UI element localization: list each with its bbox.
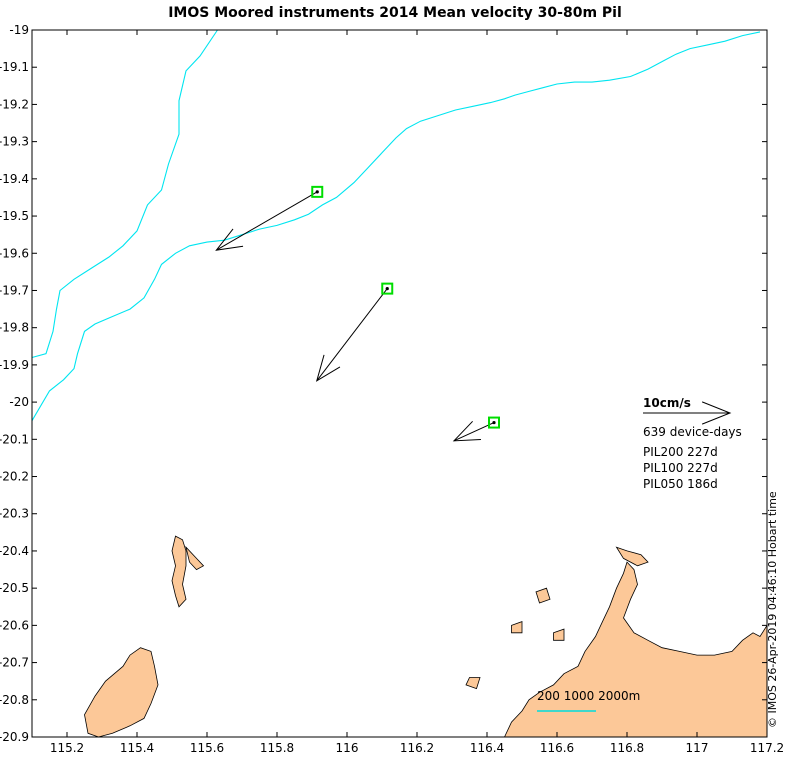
y-tick-label-2: -19.2 xyxy=(0,97,29,111)
x-tick-label-4: 116 xyxy=(336,741,359,755)
mooring-dot-0 xyxy=(315,190,319,194)
mooring-marker-2 xyxy=(488,416,500,429)
velocity-arrow-2-shaft xyxy=(453,422,495,442)
y-tick-label-11: -20.1 xyxy=(0,432,29,446)
y-tick-label-6: -19.6 xyxy=(0,246,29,260)
isobath-contour-1 xyxy=(31,31,761,421)
legend-arrow-label: 10cm/s xyxy=(643,396,691,410)
legend-arrow xyxy=(643,401,732,425)
mooring-marker-1 xyxy=(381,282,394,295)
x-tick-label-5: 116.2 xyxy=(400,741,434,755)
land-polygon-0 xyxy=(84,647,159,738)
isobath-contour-0 xyxy=(31,29,218,359)
y-tick-label-5: -19.5 xyxy=(0,209,29,223)
velocity-arrow-1-shaft xyxy=(316,288,388,382)
y-tick-label-10: -20 xyxy=(9,395,29,409)
land-polygon-5 xyxy=(553,628,565,641)
y-tick-label-13: -20.3 xyxy=(0,507,29,521)
land-polygon-7 xyxy=(535,587,551,604)
mooring-dot-2 xyxy=(492,420,496,425)
y-tick-label-16: -20.6 xyxy=(0,618,29,632)
depth-scale-label: 200 1000 2000m xyxy=(537,689,640,703)
y-tick-label-17: -20.7 xyxy=(0,656,29,670)
axes-frame xyxy=(31,29,768,738)
legend-instrument-2: PIL050 186d xyxy=(643,477,718,491)
x-tick-label-10: 117.2 xyxy=(750,741,784,755)
y-tick-label-4: -19.4 xyxy=(0,172,29,186)
y-tick-label-1: -19.1 xyxy=(0,60,29,74)
x-tick-label-3: 115.8 xyxy=(260,741,294,755)
mooring-marker-0 xyxy=(311,185,324,198)
velocity-arrow-0-head xyxy=(215,228,244,251)
velocity-arrow-2-head xyxy=(452,420,481,442)
legend-arrow-head xyxy=(701,401,732,425)
land-polygon-4 xyxy=(465,677,481,690)
land-polygon-8 xyxy=(511,621,523,634)
y-tick-label-15: -20.5 xyxy=(0,581,29,595)
velocity-arrow-0 xyxy=(215,191,318,251)
land-polygon-6 xyxy=(615,546,649,567)
land-polygon-1 xyxy=(171,535,187,608)
velocity-arrow-0-shaft xyxy=(216,191,318,251)
x-tick-label-7: 116.6 xyxy=(540,741,574,755)
map-title: IMOS Moored instruments 2014 Mean veloci… xyxy=(168,5,622,21)
x-tick-label-1: 115.4 xyxy=(120,741,154,755)
y-tick-label-7: -19.7 xyxy=(0,283,29,297)
y-tick-label-0: -19 xyxy=(9,23,29,37)
y-tick-label-18: -20.8 xyxy=(0,693,29,707)
velocity-arrow-2 xyxy=(452,420,495,442)
x-tick-label-8: 116.8 xyxy=(610,741,644,755)
land-polygon-3 xyxy=(503,561,768,738)
credit-text: © IMOS 26-Apr-2019 04:46:10 Hobart time xyxy=(766,491,779,728)
x-tick-label-2: 115.6 xyxy=(190,741,224,755)
x-tick-label-0: 115.2 xyxy=(50,741,84,755)
x-tick-label-6: 116.4 xyxy=(470,741,504,755)
y-tick-label-8: -19.8 xyxy=(0,321,29,335)
legend-device-days: 639 device-days xyxy=(643,425,742,439)
land-polygon-2 xyxy=(185,545,205,571)
y-tick-label-19: -20.9 xyxy=(0,730,29,744)
velocity-arrow-1-head xyxy=(315,354,341,382)
y-tick-label-14: -20.4 xyxy=(0,544,29,558)
x-tick-label-9: 117 xyxy=(686,741,709,755)
y-tick-label-3: -19.3 xyxy=(0,135,29,149)
y-tick-label-12: -20.2 xyxy=(0,470,29,484)
legend-instrument-1: PIL100 227d xyxy=(643,461,718,475)
velocity-arrow-1 xyxy=(315,288,388,382)
legend-instrument-0: PIL200 227d xyxy=(643,445,718,459)
mooring-dot-1 xyxy=(385,287,389,291)
y-tick-label-9: -19.9 xyxy=(0,358,29,372)
